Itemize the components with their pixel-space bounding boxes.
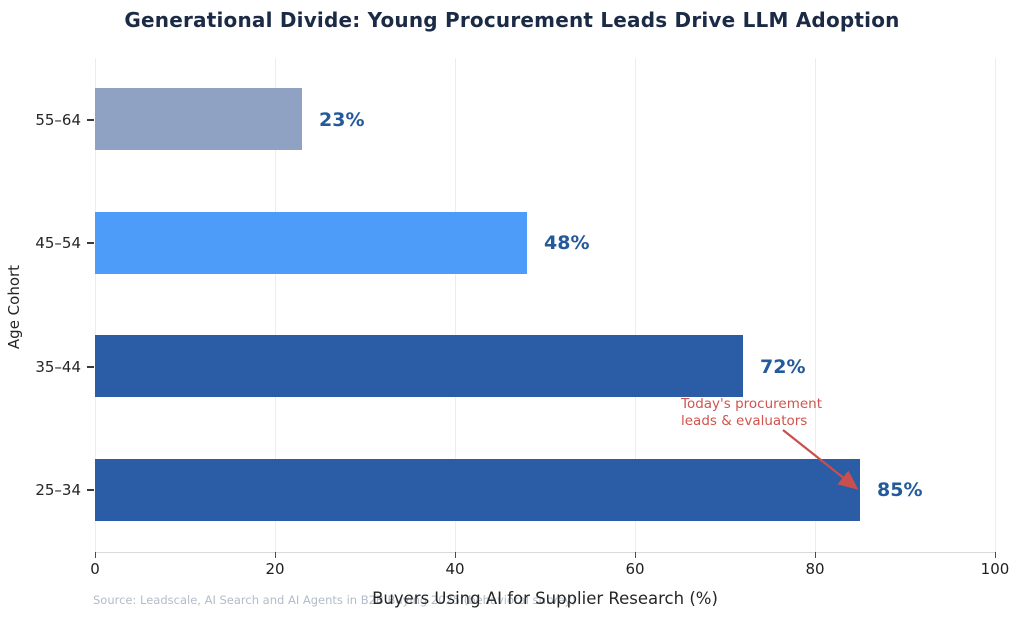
value-label: 48% [544,232,590,255]
annotation-line-1: Today's procurement [681,396,823,412]
gridline [995,58,996,552]
x-tick-label: 20 [265,560,285,578]
y-tick-label: 55–64 [35,110,81,129]
bar-row: 23% [95,58,995,182]
y-tick-label: 25–34 [35,481,81,500]
x-tick-label: 80 [805,560,825,578]
annotation-line-2: leads & evaluators [681,412,808,429]
y-tick-mark [87,118,94,121]
source-note: Source: Leadscale, AI Search and AI Agen… [93,593,576,607]
x-tick-mark [95,552,96,558]
gridline [275,58,276,552]
x-tick-mark [995,552,996,558]
bar-25–34 [95,458,860,521]
bar-row: 48% [95,182,995,306]
x-axis-title: Buyers Using AI for Supplier Research (%… [372,589,718,608]
bar-row: 85% [95,429,995,553]
x-tick-mark [815,552,816,558]
bar-55–64 [95,88,302,150]
annotation-label: Today's procurement leads & evaluators [681,396,822,429]
gridline [95,58,96,552]
x-tick-label: 0 [90,560,100,578]
gridline [455,58,456,552]
y-tick-mark [87,489,94,492]
bar-45–54 [95,211,527,274]
bar-35–44 [95,335,743,397]
chart-title: Generational Divide: Young Procurement L… [124,8,900,32]
y-axis-title: Age Cohort [5,264,23,350]
y-tick-mark [87,365,94,368]
x-tick-mark [635,552,636,558]
x-axis-line [95,552,995,553]
value-label: 72% [760,355,806,378]
x-tick-mark [275,552,276,558]
bar-row: 72% [95,305,995,429]
gridline [635,58,636,552]
x-tick-label: 40 [445,560,465,578]
plot-area: 23% 48% 72% 85% [95,58,996,553]
y-tick-label: 45–54 [35,234,81,253]
x-tick-mark [455,552,456,558]
x-tick-label: 60 [625,560,645,578]
x-tick-label: 100 [980,560,1010,578]
y-tick-mark [87,242,94,245]
value-label: 85% [877,479,923,502]
y-tick-label: 35–44 [35,357,81,376]
gridline [815,58,816,552]
value-label: 23% [319,108,365,131]
